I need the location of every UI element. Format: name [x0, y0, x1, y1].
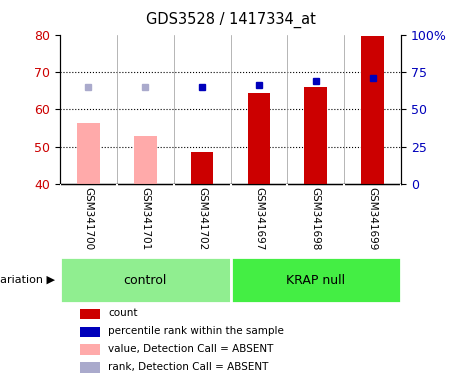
Text: control: control — [124, 274, 167, 287]
Bar — [80, 327, 100, 337]
Text: GSM341701: GSM341701 — [140, 187, 150, 250]
Bar — [361, 36, 384, 184]
Text: GSM341700: GSM341700 — [83, 187, 94, 250]
Text: percentile rank within the sample: percentile rank within the sample — [108, 326, 284, 336]
Bar — [304, 87, 327, 184]
Bar — [60, 257, 230, 303]
Text: GSM341699: GSM341699 — [367, 187, 378, 250]
Bar — [80, 309, 100, 319]
Text: value, Detection Call = ABSENT: value, Detection Call = ABSENT — [108, 344, 273, 354]
Bar — [80, 344, 100, 355]
Bar — [77, 122, 100, 184]
Bar — [230, 257, 401, 303]
Bar — [191, 152, 213, 184]
Bar — [248, 93, 270, 184]
Text: KRAP null: KRAP null — [286, 274, 345, 287]
Text: count: count — [108, 308, 137, 318]
Text: genotype/variation ▶: genotype/variation ▶ — [0, 275, 55, 285]
Text: GDS3528 / 1417334_at: GDS3528 / 1417334_at — [146, 12, 315, 28]
Bar — [134, 136, 157, 184]
Text: GSM341702: GSM341702 — [197, 187, 207, 250]
Bar — [80, 362, 100, 373]
Text: GSM341697: GSM341697 — [254, 187, 264, 250]
Text: rank, Detection Call = ABSENT: rank, Detection Call = ABSENT — [108, 362, 268, 372]
Text: GSM341698: GSM341698 — [311, 187, 321, 250]
